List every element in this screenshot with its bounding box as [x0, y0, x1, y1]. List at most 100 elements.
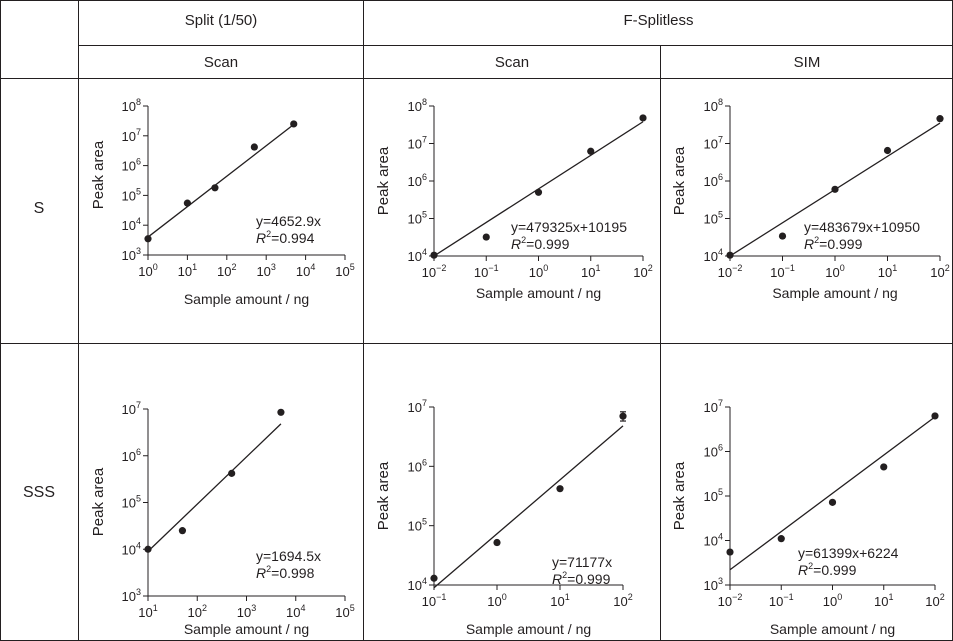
- y-tick-label: 106: [704, 172, 723, 189]
- x-tick-label: 104: [286, 603, 305, 620]
- x-tick-label: 102: [925, 592, 944, 609]
- x-tick-label: 101: [581, 263, 600, 280]
- x-tick-label: 104: [296, 262, 315, 279]
- data-point: [183, 199, 191, 207]
- r-squared: R2=0.999: [798, 561, 857, 578]
- x-tick-label: 10−2: [718, 592, 743, 609]
- data-point: [880, 463, 888, 471]
- x-tick-label: 10−1: [422, 592, 447, 609]
- y-axis-label: Peak area: [671, 146, 688, 215]
- r-squared: R2=0.999: [511, 235, 570, 252]
- x-tick-label: 101: [178, 262, 197, 279]
- data-point: [556, 485, 564, 493]
- data-point: [831, 185, 839, 193]
- data-point: [277, 408, 285, 416]
- x-axis-label: Sample amount / ng: [184, 291, 309, 307]
- y-tick-label: 107: [408, 135, 427, 152]
- y-tick-label: 105: [704, 487, 723, 504]
- data-point: [430, 251, 438, 259]
- y-tick-label: 105: [704, 210, 723, 227]
- y-tick-label: 104: [122, 540, 141, 557]
- y-tick-label: 108: [122, 97, 141, 114]
- x-tick-label: 103: [237, 603, 256, 620]
- data-point: [290, 120, 298, 128]
- y-axis-label: Peak area: [90, 140, 107, 209]
- y-tick-label: 105: [122, 494, 141, 511]
- fit-equation: y=1694.5x: [256, 548, 321, 564]
- x-tick-label: 100: [823, 592, 842, 609]
- fit-line: [433, 425, 624, 589]
- x-axis-label: Sample amount / ng: [466, 621, 591, 637]
- x-axis-label: Sample amount / ng: [184, 621, 309, 637]
- data-point: [726, 251, 734, 259]
- header-fsplitless: F-Splitless: [623, 12, 694, 29]
- y-tick-label: 106: [122, 447, 141, 464]
- data-point: [639, 114, 647, 122]
- x-tick-label: 10−2: [718, 263, 743, 280]
- y-tick-label: 106: [408, 457, 427, 474]
- x-tick-label: 10−1: [769, 592, 794, 609]
- x-tick-label: 103: [256, 262, 275, 279]
- x-tick-label: 100: [825, 263, 844, 280]
- data-point: [430, 574, 438, 582]
- x-tick-label: 101: [874, 592, 893, 609]
- y-tick-label: 107: [122, 127, 141, 144]
- y-tick-label: 104: [408, 576, 427, 593]
- y-tick-label: 106: [408, 172, 427, 189]
- x-axis-label: Sample amount / ng: [770, 621, 895, 637]
- data-point: [482, 233, 490, 241]
- data-point: [493, 538, 501, 547]
- y-tick-label: 105: [408, 210, 427, 227]
- header-split-scan: Scan: [203, 54, 239, 71]
- x-tick-label: 102: [633, 263, 652, 280]
- r-squared: R2=0.999: [804, 235, 863, 252]
- x-tick-label: 102: [930, 263, 949, 280]
- data-point: [534, 188, 543, 196]
- fit-equation: y=71177x: [552, 554, 612, 570]
- header-fs-scan: Scan: [494, 54, 530, 71]
- x-tick-label: 101: [878, 263, 897, 280]
- data-point: [931, 412, 939, 420]
- r-squared: R2=0.999: [552, 570, 611, 587]
- x-tick-label: 100: [529, 263, 548, 280]
- y-tick-label: 104: [122, 216, 141, 233]
- data-point: [936, 115, 944, 123]
- r-squared: R2=0.998: [256, 564, 315, 581]
- y-tick-label: 106: [704, 443, 723, 460]
- y-tick-label: 103: [704, 576, 723, 593]
- fit-equation: y=483679x+10950: [804, 219, 920, 235]
- y-axis-label: Peak area: [90, 467, 107, 536]
- data-point: [144, 235, 152, 243]
- row-label-s: S: [33, 200, 45, 217]
- x-axis-label: Sample amount / ng: [772, 285, 897, 301]
- fit-line: [729, 416, 936, 571]
- data-point: [228, 469, 236, 477]
- y-axis-label: Peak area: [671, 461, 688, 530]
- y-axis-label: Peak area: [375, 146, 392, 215]
- fit-line: [147, 423, 282, 552]
- r-squared: R2=0.994: [256, 229, 315, 246]
- header-split: Split (1/50): [184, 12, 258, 29]
- x-tick-label: 102: [188, 603, 207, 620]
- y-tick-label: 103: [122, 587, 141, 604]
- y-tick-label: 105: [122, 186, 141, 203]
- data-point: [619, 412, 627, 420]
- data-point: [587, 147, 595, 155]
- data-point: [250, 143, 258, 151]
- data-point: [726, 548, 734, 556]
- y-tick-label: 104: [704, 532, 723, 549]
- x-tick-label: 105: [335, 262, 354, 279]
- data-point: [144, 545, 152, 553]
- data-point: [211, 184, 219, 192]
- y-axis-label: Peak area: [375, 461, 392, 530]
- x-tick-label: 100: [487, 592, 506, 609]
- fit-equation: y=61399x+6224: [798, 545, 899, 561]
- y-tick-label: 104: [408, 247, 427, 264]
- x-tick-label: 101: [138, 603, 157, 620]
- y-tick-label: 107: [704, 398, 723, 415]
- header-fs-sim: SIM: [793, 54, 821, 71]
